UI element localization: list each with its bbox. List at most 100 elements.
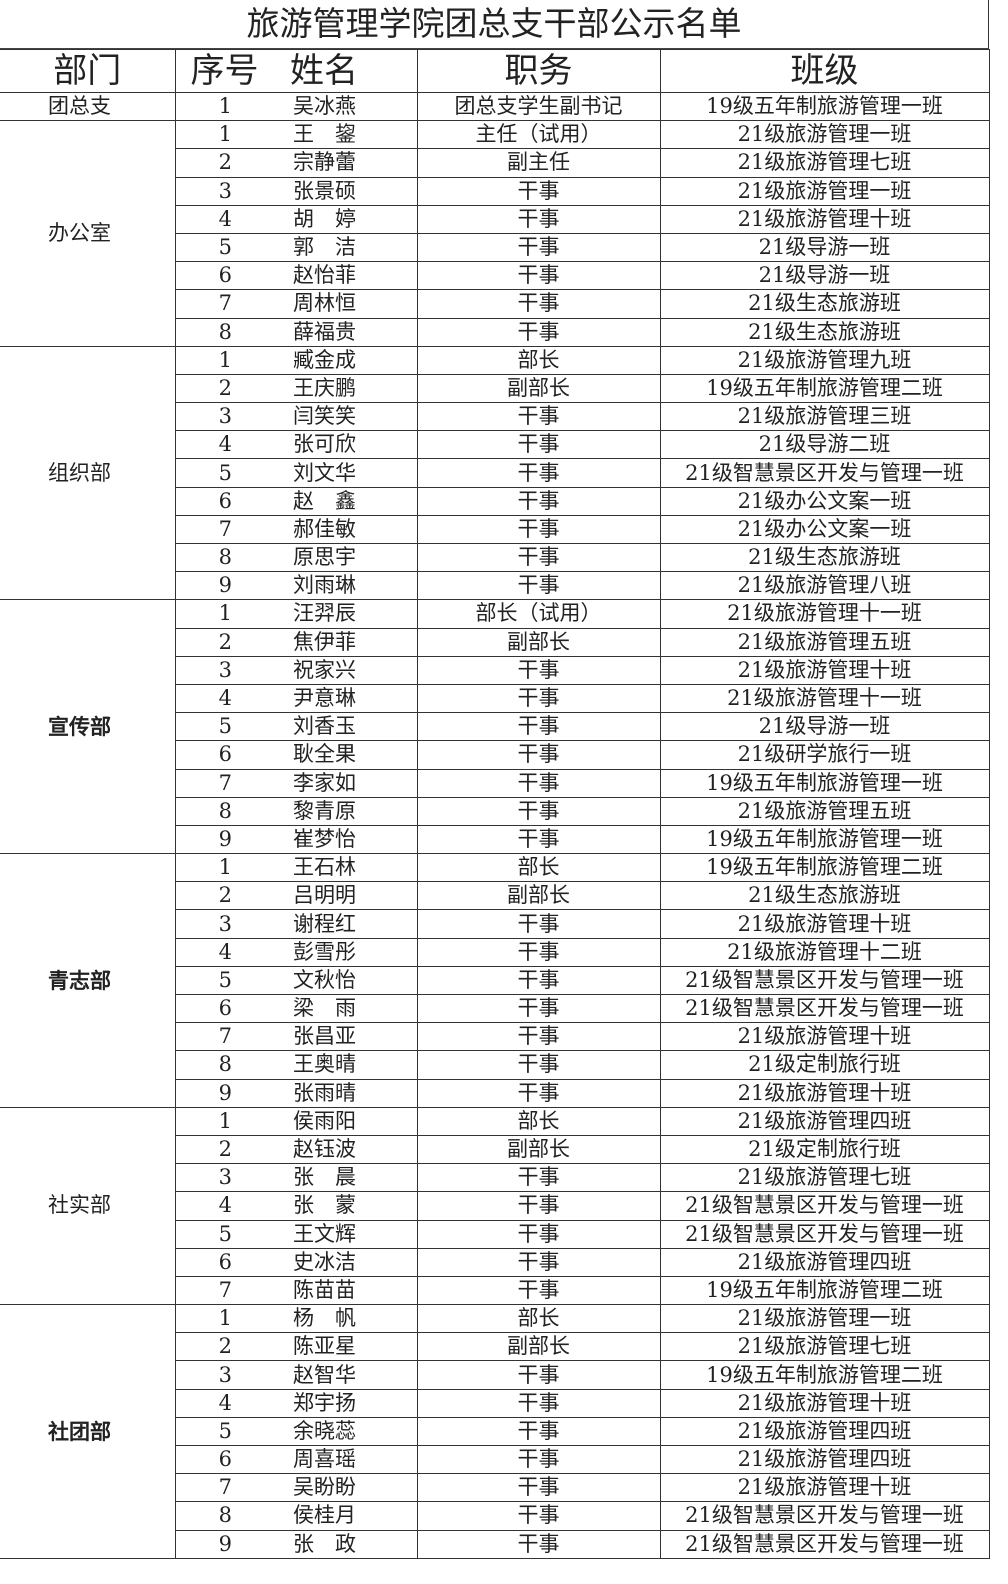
role-cell: 干事 [416,1022,661,1052]
role-cell: 干事 [416,1529,661,1559]
class-cell: 21级导游一班 [659,712,990,742]
role-cell: 干事 [416,317,661,347]
class-cell: 21级旅游管理三班 [659,402,990,432]
table-row: 4 张可欣 干事 21级导游二班 [0,430,990,460]
table-row: 办公室 1 王 鋆主任（试用） 21级旅游管理一班 [0,120,990,347]
table-row: 社实部 1 侯雨阳 部长 21级旅游管理四班 [0,1106,990,1306]
seq-cell: 6 [174,1444,275,1475]
name-cell: 彭雪彤 [275,937,418,967]
table-row: 5 余晓蕊 干事 21级旅游管理四班 [0,1416,990,1447]
seq-cell: 9 [174,1078,275,1108]
table-row: 宣传部 1 汪羿辰 部长（试用） 21级旅游管理十一班 [0,599,990,855]
class-cell: 21级导游二班 [659,430,990,460]
department-cell: 办公室 [0,120,176,347]
name-cell: 赵智华 [275,1360,418,1390]
role-cell: 干事 [416,1473,661,1503]
name-cell: 郭 洁 [275,232,418,263]
class-cell: 21级办公文案一班 [659,514,990,545]
role-cell: 干事 [416,1078,661,1108]
role-cell: 干事 [416,232,661,263]
name-cell: 刘香玉 [275,712,418,742]
class-cell: 21级旅游管理十一班 [659,683,990,714]
role-cell: 干事 [416,1191,661,1221]
class-cell: 21级旅游管理十班 [659,1473,990,1503]
class-cell: 21级智慧景区开发与管理一班 [659,993,990,1024]
class-cell: 21级生态旅游班 [659,289,990,319]
role-cell: 干事 [416,655,661,685]
class-cell: 19级五年制旅游管理一班 [659,768,990,798]
table-row: 6 周喜瑶 干事 21级旅游管理四班 [0,1444,990,1475]
name-cell: 余晓蕊 [275,1416,418,1447]
name-cell: 臧金成 [275,345,418,375]
role-cell: 干事 [416,458,661,488]
role-cell: 部长 [416,1304,661,1334]
class-cell: 21级旅游管理十班 [659,655,990,685]
role-cell: 干事 [416,1388,661,1418]
table-row: 2 陈亚星 副部长 21级旅游管理七班 [0,1332,990,1362]
role-cell: 干事 [416,824,661,855]
seq-cell: 2 [174,373,275,404]
name-cell: 侯雨阳 [275,1106,418,1136]
class-cell: 21级智慧景区开发与管理一班 [659,1219,990,1249]
name-cell: 原思宇 [275,542,418,573]
table-row: 7 李家如 干事 19级五年制旅游管理一班 [0,768,990,798]
table-row: 5 文秋怡 干事 21级智慧景区开发与管理一班 [0,965,990,996]
seq-cell: 1 [174,120,275,150]
name-cell: 王奥晴 [275,1050,418,1080]
department-cell: 团总支 [0,91,176,122]
role-cell: 副主任 [416,148,661,178]
role-cell: 干事 [416,965,661,996]
role-cell: 干事 [416,768,661,798]
name-cell: 王石林 [275,853,418,883]
name-cell: 吴冰燕 [275,91,418,122]
role-cell: 干事 [416,1219,661,1249]
table-row: 4 尹意琳 干事 21级旅游管理十一班 [0,683,990,714]
class-cell: 21级旅游管理四班 [659,1416,990,1447]
seq-cell: 8 [174,542,275,573]
seq-cell: 2 [174,148,275,178]
table-row: 组织部 1 臧金成 部长 21级旅游管理九班 [0,345,990,601]
class-cell: 21级旅游管理十班 [659,204,990,234]
seq-cell: 1 [174,1304,275,1334]
role-cell: 副部长 [416,1332,661,1362]
role-cell: 副部长 [416,1134,661,1165]
table-row: 7 陈苗苗 干事 19级五年制旅游管理二班 [0,1275,990,1306]
role-cell: 干事 [416,571,661,601]
role-cell: 干事 [416,261,661,291]
class-cell: 21级旅游管理十班 [659,1078,990,1108]
class-cell: 21级生态旅游班 [659,542,990,573]
class-cell: 21级定制旅行班 [659,1050,990,1080]
name-cell: 谢程红 [275,909,418,939]
table-row: 7 郝佳敏 干事 21级办公文案一班 [0,514,990,545]
class-cell: 21级定制旅行班 [659,1134,990,1165]
role-cell: 副部长 [416,881,661,911]
seq-cell: 3 [174,1360,275,1390]
role-cell: 干事 [416,486,661,516]
department-cell: 宣传部 [0,599,176,855]
table-row: 团总支 1 吴冰燕 团总支学生副书记 19级五年制旅游管理一班 [0,91,990,122]
role-cell: 干事 [416,1275,661,1306]
name-cell: 祝家兴 [275,655,418,685]
role-cell: 干事 [416,937,661,967]
table-row: 8 侯桂月 干事 21级智慧景区开发与管理一班 [0,1501,990,1531]
table-row: 8 原思宇 干事 21级生态旅游班 [0,542,990,573]
seq-cell: 1 [174,1106,275,1136]
table-row: 4 彭雪彤 干事 21级旅游管理十二班 [0,937,990,967]
class-cell: 19级五年制旅游管理二班 [659,373,990,404]
class-cell: 21级导游一班 [659,232,990,263]
role-cell: 干事 [416,909,661,939]
role-cell: 干事 [416,176,661,206]
class-cell: 19级五年制旅游管理一班 [659,91,990,122]
table-row: 8 黎青原 干事 21级旅游管理五班 [0,796,990,826]
class-cell: 21级生态旅游班 [659,317,990,347]
seq-cell: 3 [174,176,275,206]
role-cell: 部长 [416,1106,661,1136]
name-cell: 周喜瑶 [275,1444,418,1475]
name-cell: 张雨晴 [275,1078,418,1108]
role-cell: 干事 [416,683,661,714]
class-cell: 21级旅游管理十一班 [659,599,990,629]
name-cell: 赵钰波 [275,1134,418,1165]
